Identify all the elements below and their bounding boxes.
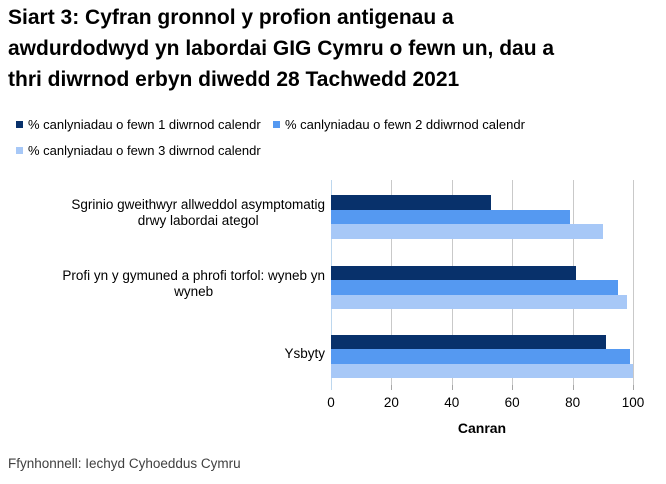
gridline-100: [633, 180, 634, 385]
category-label-line: Sgrinio gweithwyr allweddol asymptomatig: [71, 197, 325, 212]
bar-cat2-series1: [331, 265, 576, 280]
category-label-line: wyneb: [174, 283, 214, 299]
legend-item-3: % canlyniadau o fewn 3 diwrnod calendr: [16, 142, 261, 159]
chart-title-line-3: thri diwrnod erbyn diwedd 28 Tachwedd 20…: [8, 68, 460, 91]
legend-swatch-icon: [16, 147, 23, 154]
category-label-2: Profi yn y gymuned a phrofi torfol: wyne…: [62, 268, 325, 299]
bar-cat2-series3: [331, 294, 627, 309]
tick-mark-60: [512, 385, 514, 390]
category-label-line: drwy labordai ategol: [137, 212, 259, 228]
category-label-3: Ysbyty: [284, 346, 325, 362]
chart-title: Siart 3: Cyfran gronnol y profion antige…: [8, 2, 648, 95]
tick-mark-40: [451, 385, 453, 390]
bar-cat3-series3: [331, 363, 633, 378]
plot-area: 0 20 40 60 80 100: [327, 180, 644, 410]
source-note: Ffynhonnell: Iechyd Cyhoeddus Cymru: [8, 456, 241, 471]
bar-cat1-series1: [331, 195, 492, 210]
bar-cat3-series2: [331, 349, 630, 364]
category-label-line: Ysbyty: [284, 346, 325, 361]
tick-label-100: 100: [621, 395, 645, 410]
legend-label: % canlyniadau o fewn 2 ddiwrnod calendr: [285, 117, 525, 132]
tick-label-80: 80: [565, 395, 581, 410]
tick-label-40: 40: [444, 395, 460, 410]
chart-title-line-2: awdurdodwyd yn labordai GIG Cymru o fewn…: [8, 37, 555, 60]
x-axis-title: Canran: [457, 420, 507, 436]
category-label-1: Sgrinio gweithwyr allweddol asymptomatig…: [71, 197, 325, 228]
legend-swatch-icon: [273, 121, 280, 128]
legend-label: % canlyniadau o fewn 1 diwrnod calendr: [28, 117, 261, 132]
tick-mark-100: [633, 385, 634, 390]
tick-mark-20: [391, 385, 393, 390]
bar-cat1-series2: [331, 209, 570, 224]
legend-swatch-icon: [16, 121, 23, 128]
tick-mark-0: [331, 385, 332, 390]
tick-label-20: 20: [383, 395, 399, 410]
tick-label-60: 60: [504, 395, 520, 410]
tick-label-0: 0: [327, 395, 335, 410]
tick-mark-80: [572, 385, 574, 390]
category-label-line: Profi yn y gymuned a phrofi torfol: wyne…: [62, 268, 325, 283]
bar-cat3-series1: [331, 334, 606, 349]
legend-label: % canlyniadau o fewn 3 diwrnod calendr: [28, 143, 261, 158]
legend-item-2: % canlyniadau o fewn 2 ddiwrnod calendr: [273, 116, 525, 133]
legend-item-1: % canlyniadau o fewn 1 diwrnod calendr: [16, 116, 261, 133]
bar-cat2-series2: [331, 280, 618, 295]
chart-title-line-1: Siart 3: Cyfran gronnol y profion antige…: [8, 6, 454, 29]
bar-cat1-series3: [331, 224, 603, 239]
